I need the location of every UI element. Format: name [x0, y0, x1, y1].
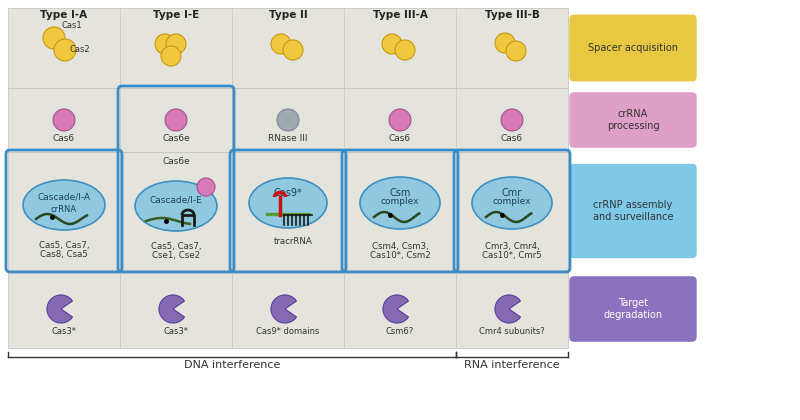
Circle shape — [43, 27, 65, 49]
Circle shape — [54, 39, 76, 61]
Text: Cas6: Cas6 — [501, 134, 523, 143]
Text: Cascade/I-A: Cascade/I-A — [38, 192, 90, 202]
Text: Type III-A: Type III-A — [373, 10, 427, 20]
Text: Cascade/I-E: Cascade/I-E — [150, 195, 202, 205]
Circle shape — [165, 109, 187, 131]
Ellipse shape — [135, 181, 217, 231]
Wedge shape — [159, 295, 185, 323]
Text: Cas3*: Cas3* — [163, 327, 189, 336]
Text: Csm6?: Csm6? — [386, 327, 414, 336]
Bar — [8, 152, 568, 270]
Circle shape — [53, 109, 75, 131]
Text: tracrRNA: tracrRNA — [274, 237, 312, 246]
Circle shape — [271, 34, 291, 54]
Text: Cas1: Cas1 — [61, 21, 82, 31]
Circle shape — [395, 40, 415, 60]
Text: Cas2: Cas2 — [69, 45, 90, 55]
Text: Type I-A: Type I-A — [41, 10, 87, 20]
Text: Cmr: Cmr — [502, 188, 522, 198]
Wedge shape — [495, 295, 521, 323]
FancyBboxPatch shape — [570, 93, 696, 147]
Text: Cas9* domains: Cas9* domains — [256, 327, 320, 336]
FancyBboxPatch shape — [570, 277, 696, 341]
Circle shape — [166, 34, 186, 54]
Text: Cmr4 subunits?: Cmr4 subunits? — [479, 327, 545, 336]
Circle shape — [277, 109, 299, 131]
Circle shape — [283, 40, 303, 60]
Text: DNA interference: DNA interference — [184, 360, 280, 370]
Ellipse shape — [249, 178, 327, 228]
Text: Cas6: Cas6 — [389, 134, 411, 143]
Bar — [8, 88, 568, 152]
Text: complex: complex — [381, 197, 419, 207]
Circle shape — [501, 109, 523, 131]
Text: Cas9*: Cas9* — [274, 188, 302, 198]
Text: Cas5, Cas7,: Cas5, Cas7, — [38, 241, 90, 250]
Text: Cse1, Cse2: Cse1, Cse2 — [152, 251, 200, 260]
Text: Cas6e: Cas6e — [162, 134, 190, 143]
Wedge shape — [47, 295, 73, 323]
Text: Cas6e: Cas6e — [162, 157, 190, 166]
Wedge shape — [383, 295, 409, 323]
Text: Cas10*, Csm2: Cas10*, Csm2 — [370, 251, 430, 260]
Text: Cas10*, Cmr5: Cas10*, Cmr5 — [482, 251, 542, 260]
Text: Spacer acquisition: Spacer acquisition — [588, 43, 678, 53]
Text: Type I-E: Type I-E — [153, 10, 199, 20]
Bar — [8, 8, 568, 88]
Text: Type III-B: Type III-B — [485, 10, 539, 20]
Text: Cmr3, Cmr4,: Cmr3, Cmr4, — [485, 242, 539, 251]
Text: Cas3*: Cas3* — [51, 327, 77, 336]
Text: RNase III: RNase III — [268, 134, 308, 143]
Circle shape — [382, 34, 402, 54]
Circle shape — [161, 46, 181, 66]
Text: crRNA: crRNA — [51, 205, 77, 213]
Text: Csm: Csm — [390, 188, 410, 198]
Ellipse shape — [472, 177, 552, 229]
Ellipse shape — [360, 177, 440, 229]
Circle shape — [506, 41, 526, 61]
Text: crRNA
processing: crRNA processing — [606, 109, 659, 131]
Circle shape — [197, 178, 215, 196]
Text: Type II: Type II — [269, 10, 307, 20]
FancyBboxPatch shape — [570, 165, 696, 257]
FancyBboxPatch shape — [570, 15, 696, 81]
Circle shape — [155, 34, 175, 54]
Text: complex: complex — [493, 197, 531, 207]
Bar — [8, 270, 568, 348]
Text: Csm4, Csm3,: Csm4, Csm3, — [372, 242, 428, 251]
Wedge shape — [271, 295, 297, 323]
Ellipse shape — [23, 180, 105, 230]
Circle shape — [495, 33, 515, 53]
Text: Cas6: Cas6 — [53, 134, 75, 143]
Text: crRNP assembly
and surveillance: crRNP assembly and surveillance — [593, 200, 674, 222]
Text: RNA interference: RNA interference — [464, 360, 560, 370]
Circle shape — [389, 109, 411, 131]
Text: Cas5, Cas7,: Cas5, Cas7, — [150, 242, 202, 251]
Text: Cas8, Csa5: Cas8, Csa5 — [40, 250, 88, 259]
Text: Target
degradation: Target degradation — [603, 298, 662, 320]
